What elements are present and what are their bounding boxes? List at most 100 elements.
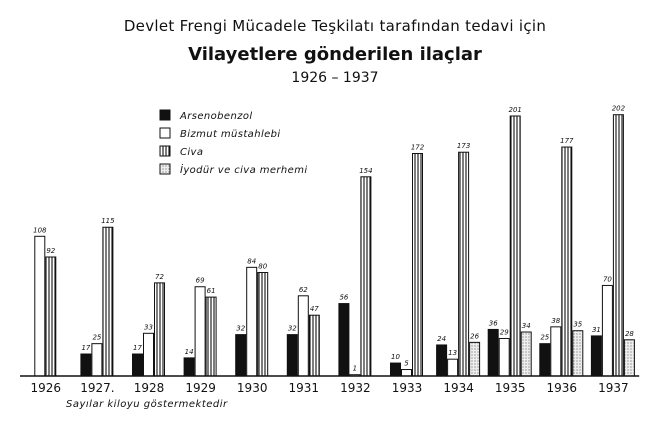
value-label: 61 — [207, 287, 216, 295]
bar-civa-1930 — [257, 272, 269, 377]
value-label: 172 — [411, 144, 425, 152]
bar-civa-1936 — [561, 146, 573, 377]
value-label: 38 — [551, 317, 560, 325]
legend-swatch-arsenobenzol — [159, 109, 171, 121]
category-label: 1930 — [237, 381, 268, 395]
value-label: 154 — [359, 167, 372, 175]
legend-label-civa: Civa — [180, 147, 203, 158]
value-label: 35 — [573, 321, 582, 329]
category-label: 1935 — [495, 381, 526, 395]
bar-arsenobenzol-1936 — [539, 343, 551, 377]
value-label: 5 — [404, 360, 409, 368]
value-label: 72 — [155, 273, 164, 281]
bar-arsenobenzol-1934 — [436, 344, 448, 377]
bar-civa-1933 — [412, 153, 423, 377]
chart-legend: Arsenobenzol Bizmut müstahlebi Civa İyodür … — [159, 109, 308, 176]
legend-swatch-bizmut-mustahlebi — [159, 127, 171, 139]
value-label: 32 — [288, 325, 297, 333]
value-label: 84 — [247, 257, 256, 265]
x-axis: 1926 1927. 1928 1929 1930 1931 1932 1933 1934 193… — [20, 375, 640, 395]
bar-civa-1926 — [45, 256, 57, 377]
legend-label-iyodur-ve-civa-merhemi: İyodür ve civa merhemi — [180, 163, 308, 176]
value-label: 201 — [509, 106, 522, 114]
value-label: 108 — [33, 226, 47, 234]
category-label: 1929 — [185, 381, 216, 395]
value-label: 25 — [92, 334, 101, 342]
bar-arsenobenzol-1931 — [286, 334, 298, 377]
value-label: 1 — [353, 365, 357, 373]
bar-civa-1934 — [458, 151, 470, 377]
value-label: 173 — [457, 142, 470, 150]
chart-title-line1: Devlet Frengi Mücadele Teşkilatı tarafın… — [123, 17, 547, 35]
bar-arsenobenzol-1937 — [590, 335, 602, 377]
category-label: 1936 — [547, 381, 578, 395]
value-label: 17 — [133, 344, 142, 352]
bar-iyodur-ve-civa-merhemi-1936 — [572, 330, 584, 377]
value-label: 28 — [625, 330, 634, 338]
value-label: 70 — [603, 275, 612, 283]
value-label: 32 — [236, 325, 245, 333]
bar-iyodur-ve-civa-merhemi-1937 — [623, 339, 635, 377]
category-label: 1934 — [443, 381, 474, 395]
bar-bizmut-mustahlebi-1928 — [143, 332, 154, 377]
category-label: 1928 — [134, 381, 165, 395]
bar-civa-1929 — [205, 296, 217, 377]
value-label: 202 — [612, 105, 626, 113]
value-label: 33 — [144, 323, 153, 331]
value-label: 177 — [560, 137, 574, 145]
value-label: 34 — [522, 322, 531, 330]
value-label: 13 — [448, 349, 457, 357]
bar-bizmut-mustahlebi-1937 — [601, 284, 613, 377]
category-label: 1927. — [80, 381, 114, 395]
value-label: 36 — [489, 319, 498, 327]
bar-iyodur-ve-civa-merhemi-1935 — [520, 331, 532, 377]
value-label: 17 — [81, 344, 90, 352]
category-label: 1931 — [289, 381, 320, 395]
units-note: Sayılar kiloyu göstermektedir — [66, 399, 228, 410]
bars-group — [34, 114, 635, 377]
category-label: 1926 — [31, 381, 62, 395]
value-label: 115 — [101, 217, 115, 225]
legend-label-arsenobenzol: Arsenobenzol — [179, 111, 253, 122]
bar-bizmut-mustahlebi-1931 — [297, 295, 309, 377]
bar-civa-1937 — [612, 114, 624, 377]
value-label: 80 — [258, 263, 267, 271]
bar-civa-1931 — [308, 314, 320, 377]
chart-title: Vilayetlere gönderilen ilaçlar — [188, 44, 482, 65]
value-label: 62 — [299, 286, 308, 294]
bar-bizmut-mustahlebi-1929 — [194, 286, 206, 377]
value-label: 31 — [592, 326, 601, 334]
value-label: 29 — [500, 328, 509, 336]
bar-civa-1932 — [360, 176, 372, 377]
bar-arsenobenzol-1929 — [183, 357, 195, 377]
value-label: 26 — [470, 332, 479, 340]
value-label: 92 — [46, 247, 55, 255]
bar-bizmut-mustahlebi-1927 — [91, 343, 103, 377]
bar-bizmut-mustahlebi-1934 — [447, 358, 459, 377]
bar-arsenobenzol-1935 — [487, 328, 499, 377]
value-label: 69 — [196, 277, 205, 285]
bar-arsenobenzol-1928 — [132, 353, 143, 377]
legend-swatch-iyodur-ve-civa-merhemi — [159, 163, 171, 175]
value-label: 24 — [437, 335, 446, 343]
chart-year-range: 1926 – 1937 — [291, 70, 379, 86]
category-label: 1937 — [598, 381, 629, 395]
value-label: 14 — [185, 348, 194, 356]
bar-bizmut-mustahlebi-1930 — [246, 266, 258, 377]
bar-bizmut-mustahlebi-1935 — [498, 337, 510, 377]
legend-label-bizmut-mustahlebi: Bizmut müstahlebi — [180, 129, 281, 140]
bar-civa-1928 — [154, 282, 165, 377]
category-label: 1933 — [392, 381, 423, 395]
legend-swatch-civa — [159, 145, 171, 157]
value-labels-group: 1089217251151733721469613284803262475611… — [33, 105, 634, 373]
bar-arsenobenzol-1930 — [235, 334, 247, 377]
bar-arsenobenzol-1927 — [80, 353, 92, 377]
bar-arsenobenzol-1933 — [390, 362, 401, 377]
bar-civa-1935 — [509, 115, 521, 377]
value-label: 25 — [540, 334, 549, 342]
value-label: 56 — [339, 294, 348, 302]
category-label: 1932 — [340, 381, 371, 395]
bar-bizmut-mustahlebi-1933 — [401, 369, 412, 377]
bar-bizmut-mustahlebi-1936 — [550, 326, 562, 377]
